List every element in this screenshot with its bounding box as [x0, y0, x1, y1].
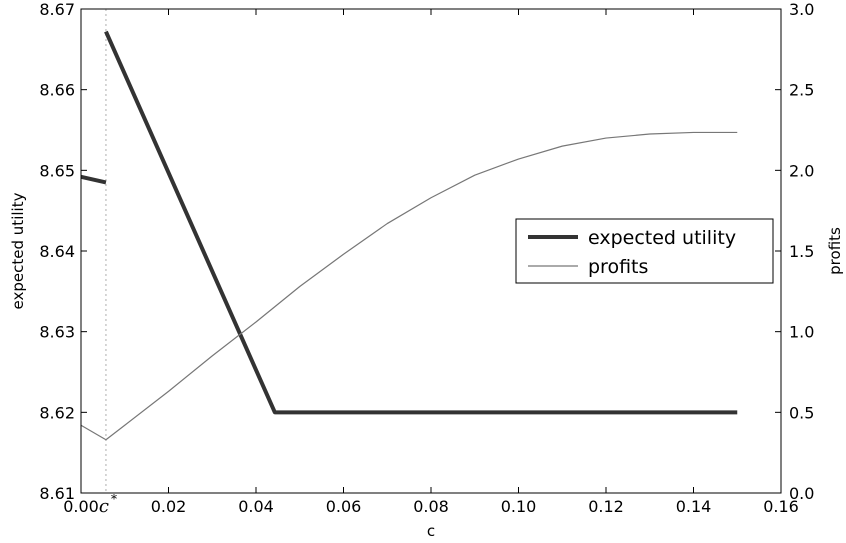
y-tick-label-left: 8.66	[39, 81, 75, 100]
y-tick-label-right: 3.0	[789, 0, 814, 19]
y-tick-label-left: 8.61	[39, 484, 75, 503]
x-tick-label: 0.08	[413, 497, 449, 516]
y-tick-label-left: 8.63	[39, 323, 75, 342]
x-tick-label: 0.04	[238, 497, 274, 516]
series-line-expected-utility-1	[104, 30, 738, 415]
legend-box	[515, 218, 774, 284]
x-tick-label: 0.10	[501, 497, 537, 516]
y-tick-label-right: 2.5	[789, 81, 814, 100]
x-tick-label: 0.06	[326, 497, 362, 516]
y-axis-label-left: expected utility	[9, 192, 27, 309]
x-tick-label: 0.02	[151, 497, 187, 516]
legend: expected utility profits	[515, 218, 774, 284]
x-tick-label: 0.12	[588, 497, 624, 516]
marker-label-c-star: c	[99, 496, 109, 517]
y-axis-label-right: profits	[826, 227, 844, 275]
legend-label-profits: profits	[588, 256, 648, 278]
x-tick-label: 0.14	[676, 497, 712, 516]
x-tick-label: 0.00	[63, 497, 99, 516]
y-tick-label-left: 8.64	[39, 242, 75, 261]
y-tick-label-right: 0.0	[789, 484, 814, 503]
x-axis-label: c	[427, 522, 435, 540]
y-tick-label-left: 8.65	[39, 161, 75, 180]
y-tick-label-right: 1.5	[789, 242, 814, 261]
y-tick-label-right: 2.0	[789, 161, 814, 180]
series-line-expected-utility-0	[80, 174, 107, 185]
y-tick-label-left: 8.67	[39, 0, 75, 19]
x-tick-label: 0.16	[763, 497, 799, 516]
series-line-profits-0	[80, 131, 738, 441]
legend-label-expected-utility: expected utility	[588, 227, 736, 249]
marker-label-superscript: *	[111, 492, 117, 506]
y-tick-label-right: 0.5	[789, 403, 814, 422]
y-tick-label-left: 8.62	[39, 403, 75, 422]
y-tick-label-right: 1.0	[789, 323, 814, 342]
